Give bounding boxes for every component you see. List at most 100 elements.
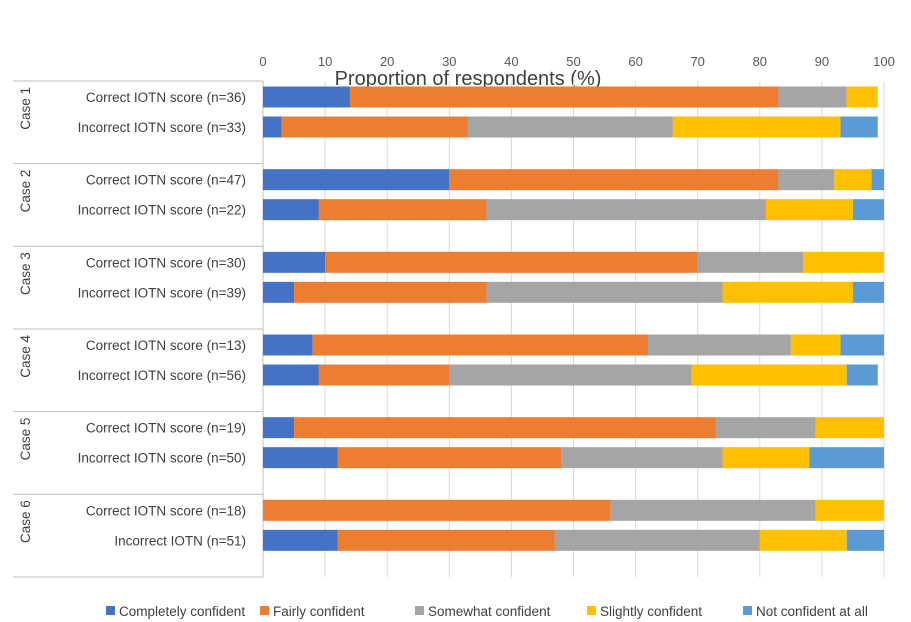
group-label: Case 2 [18, 170, 33, 213]
legend-swatch [587, 606, 596, 615]
bar-segment [263, 169, 450, 191]
bars [263, 86, 884, 551]
row-label: Incorrect IOTN score (n=22) [78, 203, 246, 218]
bar-segment [325, 251, 698, 273]
bar-segment [759, 529, 847, 551]
bar-segment [281, 116, 468, 138]
group-label: Case 6 [18, 500, 33, 543]
bar-segment [840, 334, 884, 356]
bar-segment [803, 251, 884, 273]
bar-segment [790, 334, 841, 356]
bar-segment [263, 417, 295, 439]
legend-swatch [415, 606, 424, 615]
x-tick-label: 60 [628, 54, 642, 69]
legend-label: Slightly confident [600, 604, 702, 619]
row-label: Correct IOTN score (n=19) [86, 421, 246, 436]
bar-segment [263, 447, 338, 469]
bar-segment [697, 251, 804, 273]
category-axis-frame [13, 80, 264, 578]
legend-swatch [743, 606, 752, 615]
row-label: Incorrect IOTN score (n=33) [78, 120, 246, 135]
x-tick-label: 100 [873, 54, 895, 69]
row-label: Correct IOTN score (n=36) [86, 90, 246, 105]
bar-segment [846, 529, 884, 551]
bar-segment [486, 281, 723, 303]
legend-label: Completely confident [119, 604, 245, 619]
bar-segment [263, 116, 282, 138]
x-tick-label: 10 [318, 54, 332, 69]
bar-segment [318, 364, 450, 386]
bar-segment [691, 364, 847, 386]
bar-segment [852, 199, 884, 221]
legend-label: Fairly confident [273, 604, 365, 619]
bar-segment [337, 447, 562, 469]
bar-segment [449, 169, 779, 191]
bar-segment [852, 281, 884, 303]
x-tick-label: 30 [442, 54, 456, 69]
bar-segment [846, 86, 878, 108]
chart-title: Proportion of respondents (%) [335, 68, 602, 90]
x-tick-label: 90 [815, 54, 829, 69]
row-label: Correct IOTN score (n=13) [86, 338, 246, 353]
bar-segment [722, 281, 853, 303]
x-tick-label: 20 [380, 54, 394, 69]
bar-segment [337, 529, 555, 551]
bar-segment [815, 499, 884, 521]
bar-segment [263, 529, 338, 551]
bar-segment [318, 199, 487, 221]
legend-swatch [260, 606, 269, 615]
legend-swatch [106, 606, 115, 615]
bar-segment [809, 447, 884, 469]
bar-segment [610, 499, 816, 521]
legend-label: Somewhat confident [428, 604, 551, 619]
row-label: Correct IOTN score (n=47) [86, 173, 246, 188]
row-label: Incorrect IOTN score (n=56) [78, 368, 246, 383]
group-labels: Case 1 Case 2 Case 3 Case 4 Case 5 Case 6 [18, 87, 33, 543]
bar-segment [263, 499, 611, 521]
bar-segment [349, 86, 779, 108]
row-labels: Correct IOTN score (n=36) Incorrect IOTN … [78, 90, 246, 548]
bar-segment [449, 364, 692, 386]
bar-segment [778, 86, 847, 108]
bar-segment [834, 169, 872, 191]
bar-segment [263, 199, 319, 221]
bar-segment [263, 281, 295, 303]
x-tick-label: 0 [259, 54, 266, 69]
bar-segment [294, 417, 717, 439]
bar-segment [846, 364, 878, 386]
bar-segment [561, 447, 723, 469]
group-label: Case 4 [18, 334, 33, 377]
bar-segment [840, 116, 878, 138]
group-label: Case 5 [18, 418, 33, 461]
bar-segment [312, 334, 649, 356]
x-tick-label: 80 [753, 54, 767, 69]
x-axis-ticks: 0 10 20 30 40 50 60 70 80 90 100 [259, 54, 894, 69]
bar-segment [722, 447, 810, 469]
x-tick-label: 70 [690, 54, 704, 69]
row-label: Correct IOTN score (n=30) [86, 255, 246, 270]
group-label: Case 1 [18, 87, 33, 130]
bar-segment [766, 199, 853, 221]
bar-segment [263, 364, 319, 386]
bar-segment [778, 169, 835, 191]
bar-segment [263, 334, 313, 356]
legend: Completely confident Fairly confident Some… [106, 604, 868, 619]
group-label: Case 3 [18, 252, 33, 295]
bar-segment [263, 251, 326, 273]
legend-label: Not confident at all [756, 604, 868, 619]
x-tick-label: 50 [566, 54, 580, 69]
bar-segment [263, 86, 350, 108]
bar-segment [648, 334, 791, 356]
bar-segment [294, 281, 487, 303]
row-label: Incorrect IOTN score (n=50) [78, 451, 246, 466]
row-label: Incorrect IOTN (n=51) [114, 533, 246, 548]
bar-segment [486, 199, 767, 221]
x-tick-label: 40 [504, 54, 518, 69]
row-label: Correct IOTN score (n=18) [86, 503, 246, 518]
bar-segment [716, 417, 816, 439]
bar-segment [554, 529, 760, 551]
row-label: Incorrect IOTN score (n=39) [78, 285, 246, 300]
bar-segment [871, 169, 884, 191]
bar-segment [467, 116, 673, 138]
